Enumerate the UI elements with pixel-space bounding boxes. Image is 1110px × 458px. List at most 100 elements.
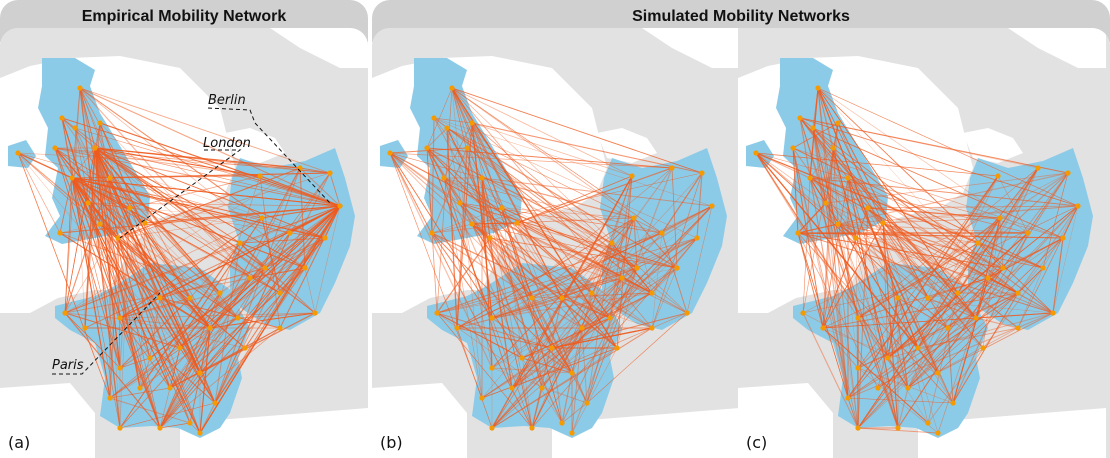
node [147, 355, 153, 361]
edge [755, 152, 909, 389]
edge [907, 312, 1054, 389]
node [237, 240, 243, 246]
edge [857, 172, 1069, 369]
edge [79, 87, 263, 219]
edge [927, 277, 989, 299]
node [117, 315, 123, 321]
edge [471, 223, 678, 269]
edge [94, 147, 306, 269]
edge [239, 237, 326, 244]
node [619, 275, 625, 281]
edge [609, 237, 698, 319]
edge [882, 205, 1079, 224]
edge [119, 205, 341, 319]
edge [491, 267, 678, 369]
edge [443, 177, 638, 269]
node [609, 240, 615, 246]
city-callouts [52, 107, 331, 375]
edge [877, 297, 899, 389]
node [807, 175, 813, 181]
node [434, 310, 440, 316]
edge [817, 87, 1029, 234]
node [97, 221, 103, 227]
edge [84, 205, 341, 329]
edge [887, 297, 929, 359]
edge [94, 147, 221, 294]
node [207, 325, 213, 331]
edge [471, 222, 518, 225]
edge [389, 152, 483, 399]
node [539, 385, 545, 391]
node [509, 385, 515, 391]
edge [847, 177, 929, 299]
edge [71, 177, 171, 389]
edge [109, 397, 191, 424]
sea-3 [0, 383, 95, 458]
edge [74, 127, 121, 369]
edge [436, 312, 533, 429]
edge [169, 312, 316, 389]
edge [109, 177, 221, 294]
edge [119, 317, 216, 404]
sea-2 [1008, 28, 1106, 68]
callout-line [52, 292, 161, 375]
edge [837, 223, 1029, 234]
node [845, 395, 851, 401]
edge [71, 177, 161, 429]
edge [179, 205, 341, 349]
edge [431, 232, 573, 374]
edge [61, 117, 316, 314]
edge [491, 317, 573, 374]
edge [109, 237, 326, 399]
edge [466, 122, 473, 149]
node [177, 345, 183, 351]
edge [651, 172, 703, 329]
node [997, 215, 1003, 221]
edge [117, 172, 331, 239]
edge [481, 292, 653, 399]
edge [812, 127, 859, 319]
edge [199, 172, 331, 434]
edge [94, 147, 341, 207]
edge [451, 87, 483, 399]
node [457, 200, 463, 206]
edge [109, 205, 341, 399]
edge [822, 327, 929, 424]
node [429, 230, 435, 236]
edge [977, 242, 1004, 269]
edge [591, 292, 653, 329]
edge [799, 117, 827, 204]
edge [329, 172, 341, 207]
sea-2 [642, 28, 738, 68]
edge [501, 207, 635, 219]
edge [71, 177, 121, 369]
edge [239, 242, 316, 314]
edge [609, 217, 635, 319]
edge [491, 267, 638, 369]
edge [433, 117, 698, 239]
edge [54, 147, 281, 294]
edge [797, 232, 849, 399]
edge [119, 292, 221, 319]
edge [129, 207, 263, 219]
edge [431, 117, 435, 234]
node [337, 203, 343, 209]
edge [812, 127, 849, 399]
edge [799, 117, 1069, 174]
edge [897, 297, 939, 434]
edge [847, 175, 999, 399]
edge [74, 127, 86, 329]
node [277, 325, 283, 331]
node [559, 295, 565, 301]
panel-simulated-2: (c) [738, 28, 1110, 458]
node [514, 220, 520, 226]
edge [481, 177, 713, 207]
edge [516, 175, 633, 224]
edge [609, 175, 633, 319]
edge [561, 267, 638, 299]
edge [446, 127, 553, 349]
node [955, 290, 961, 296]
edge [119, 402, 216, 429]
node [487, 235, 493, 241]
edge [927, 297, 977, 319]
